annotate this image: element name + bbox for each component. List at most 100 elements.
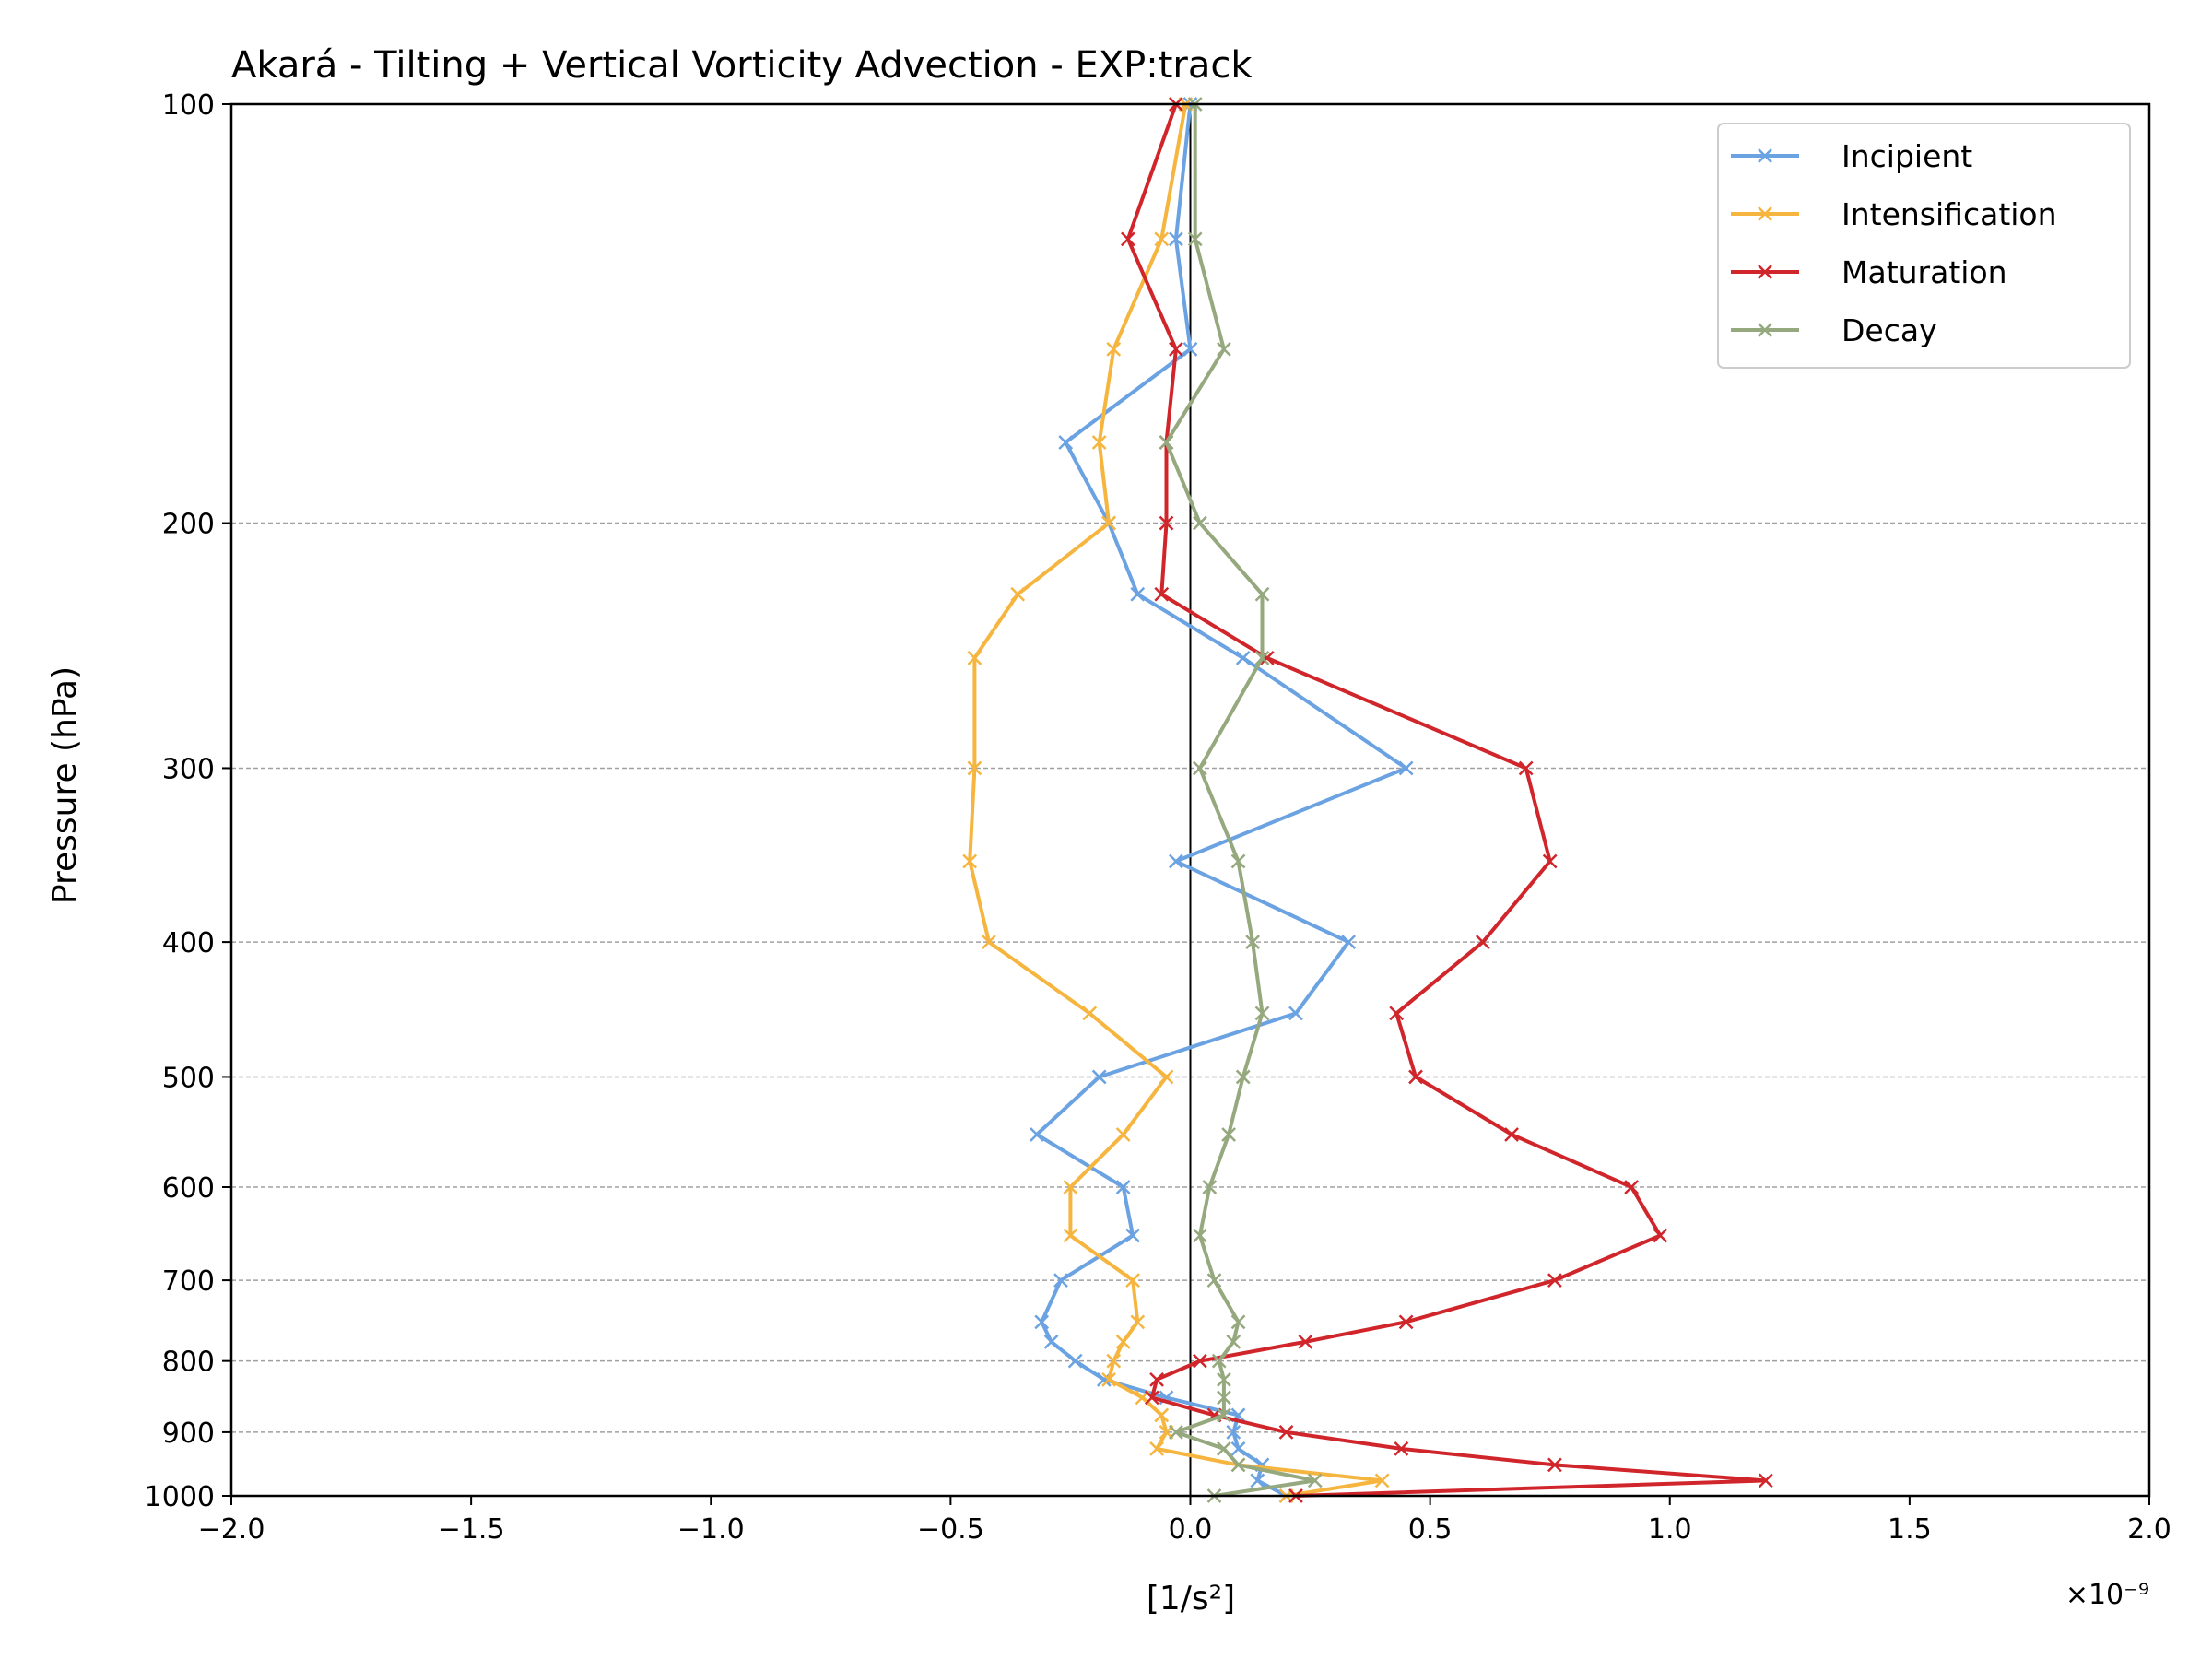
data-point-maturation (1398, 1314, 1414, 1330)
data-point-decay (1254, 586, 1270, 602)
data-point-intensification (1159, 1069, 1174, 1085)
data-point-incipient (1067, 1353, 1083, 1369)
data-point-decay (1217, 1441, 1231, 1456)
data-point-maturation (1394, 1441, 1409, 1456)
data-point-intensification (967, 651, 982, 665)
data-point-intensification (1125, 1273, 1140, 1288)
data-point-incipient (1034, 1314, 1050, 1330)
y-tick-label: 700 (162, 1265, 215, 1298)
data-point-decay (1187, 231, 1203, 247)
data-point-incipient (1169, 231, 1183, 247)
data-point-intensification (1101, 1371, 1116, 1387)
data-point-incipient (1091, 1069, 1107, 1085)
x-tick-label: −0.5 (917, 1513, 984, 1546)
data-point-intensification (982, 935, 996, 949)
x-tick-layer: −2.0 −1.5 −1.0 −0.5 0.0 0.5 1.0 1.5 2.0 (198, 1496, 2171, 1546)
y-tick-label: 500 (162, 1062, 215, 1094)
data-point-maturation (1653, 1228, 1668, 1243)
chart-title: Akará - Tilting + Vertical Vorticity Adv… (231, 44, 1253, 87)
data-point-maturation (1278, 1425, 1294, 1440)
data-point-intensification (967, 760, 982, 776)
y-tick-label: 200 (162, 509, 215, 541)
data-point-decay (1217, 342, 1231, 357)
legend-marker-intensification (1758, 206, 1772, 221)
legend-box (1717, 123, 2131, 369)
x-axis-label: [1/s²] (1147, 1580, 1235, 1618)
data-point-intensification (1010, 586, 1026, 602)
data-point-decay (1307, 1473, 1323, 1488)
x-tick-label: 2.0 (2127, 1513, 2171, 1546)
data-point-decay (1221, 1127, 1237, 1142)
data-point-maturation (1149, 1371, 1164, 1387)
data-point-incipient (1030, 1127, 1044, 1142)
x-tick-label: −1.5 (438, 1513, 505, 1546)
data-point-intensification (1149, 1441, 1164, 1456)
data-point-decay (1217, 1407, 1231, 1423)
data-point-decay (1206, 1273, 1222, 1288)
legend-marker-incipient (1758, 148, 1772, 163)
data-point-intensification (1063, 1228, 1078, 1243)
data-point-decay (1230, 853, 1246, 869)
legend-label-decay: Decay (1841, 312, 1937, 348)
data-point-decay (1254, 1006, 1270, 1021)
y-tick-label: 600 (162, 1172, 215, 1205)
data-point-maturation (1389, 1006, 1405, 1021)
data-point-incipient (1130, 586, 1146, 602)
data-point-maturation (1542, 853, 1558, 869)
data-point-intensification (1115, 1334, 1131, 1349)
data-point-intensification (1115, 1127, 1131, 1142)
data-point-decay (1217, 1390, 1231, 1406)
legend-marker-maturation (1758, 265, 1772, 279)
data-point-maturation (1298, 1334, 1313, 1349)
data-point-intensification (1106, 1353, 1122, 1369)
data-point-intensification (1082, 1006, 1098, 1021)
data-point-maturation (1408, 1069, 1423, 1085)
data-point-decay (1193, 760, 1207, 776)
legend-label-intensification: Intensification (1841, 196, 2057, 232)
data-point-maturation (1624, 1180, 1640, 1194)
data-point-intensification (1091, 435, 1107, 450)
data-point-intensification (1063, 1180, 1078, 1194)
data-point-decay (1217, 1371, 1231, 1387)
data-point-incipient (1288, 1006, 1303, 1021)
x-tick-label: 1.5 (1888, 1513, 1932, 1546)
data-point-intensification (1374, 1473, 1390, 1488)
data-point-decay (1159, 435, 1174, 450)
data-point-incipient (1226, 1425, 1241, 1440)
data-point-decay (1230, 1314, 1246, 1330)
data-point-incipient (1043, 1334, 1059, 1349)
data-point-intensification (1101, 515, 1116, 531)
data-point-incipient (1230, 1441, 1246, 1456)
data-point-decay (1254, 651, 1270, 665)
y-tick-label: 800 (162, 1347, 215, 1379)
x-tick-label: −1.0 (677, 1513, 745, 1546)
data-point-decay (1202, 1180, 1218, 1194)
data-point-maturation (1547, 1457, 1562, 1473)
y-tick-label: 1000 (145, 1481, 215, 1513)
y-tick-label: 400 (162, 927, 215, 959)
data-point-maturation (1154, 586, 1170, 602)
data-point-decay (1169, 1425, 1183, 1440)
data-point-incipient (1169, 853, 1183, 869)
data-point-maturation (1120, 231, 1135, 247)
data-point-decay (1230, 1457, 1246, 1473)
legend: Incipient Intensification Maturation Decay (1717, 123, 2131, 369)
x-tick-label: 1.0 (1648, 1513, 1692, 1546)
x-tick-label: −2.0 (198, 1513, 265, 1546)
data-point-decay (1226, 1334, 1241, 1349)
data-point-incipient (1398, 760, 1414, 776)
x-axis-multiplier: ×10⁻⁹ (2065, 1579, 2149, 1611)
legend-label-incipient: Incipient (1841, 138, 1972, 174)
data-point-intensification (1130, 1314, 1146, 1330)
data-point-incipient (1235, 651, 1251, 665)
y-tick-label: 300 (162, 753, 215, 785)
data-point-incipient (1053, 1273, 1068, 1288)
x-tick-label: 0.5 (1408, 1513, 1453, 1546)
series-layer (962, 97, 1773, 1503)
data-point-incipient (1182, 342, 1198, 357)
y-tick-label: 100 (162, 89, 215, 122)
data-point-maturation (1159, 515, 1174, 531)
data-point-intensification (1154, 1407, 1170, 1423)
y-tick-label: 900 (162, 1418, 215, 1450)
